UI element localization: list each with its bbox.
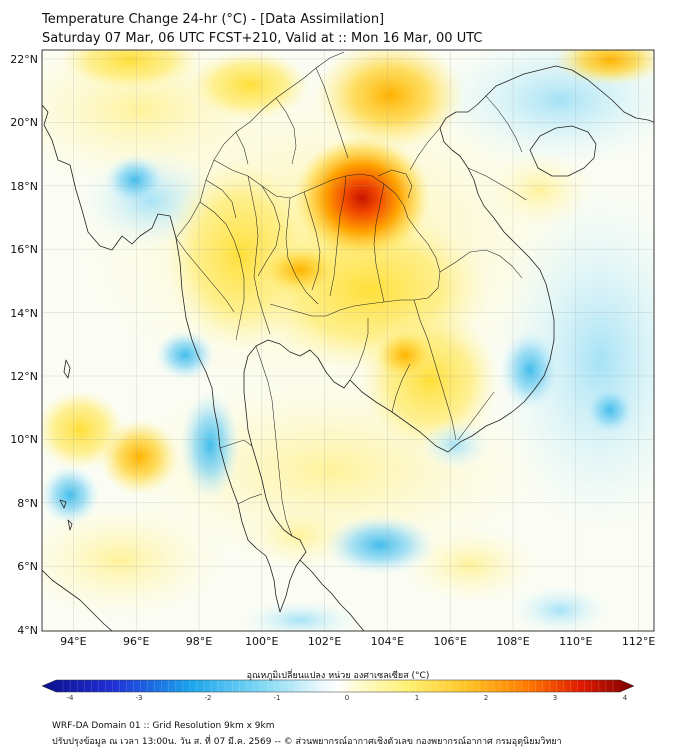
map-frame: [41, 49, 655, 632]
lon-label: 106°E: [433, 635, 466, 648]
lon-label: 112°E: [622, 635, 655, 648]
colorbar: -4 -3 -2 -1 0 1 2 3 4: [41, 679, 635, 702]
lat-label: 14°N: [10, 307, 38, 320]
longitude-axis: 94°E 96°E 98°E 100°E 102°E 104°E 106°E 1…: [60, 635, 655, 648]
temperature-field: [42, 50, 654, 631]
update-credit: ปรับปรุงข้อมูล ณ เวลา 13:00น. วัน ส. ที่…: [52, 737, 562, 747]
lon-label: 94°E: [60, 635, 86, 648]
lon-label: 110°E: [559, 635, 592, 648]
colorbar-tick: 0: [345, 694, 349, 702]
lat-label: 10°N: [10, 433, 38, 446]
colorbar-tick: -4: [67, 694, 75, 702]
lat-label: 6°N: [17, 560, 38, 573]
province-borders: [175, 51, 527, 537]
lon-label: 104°E: [371, 635, 404, 648]
colorbar-tick: 2: [484, 694, 488, 702]
colorbar-tick: 4: [623, 694, 628, 702]
model-info: WRF-DA Domain 01 :: Grid Resolution 9km …: [52, 721, 275, 731]
map-subtitle: Saturday 07 Mar, 06 UTC FCST+210, Valid …: [42, 31, 483, 46]
colorbar-tick: 3: [553, 694, 557, 702]
lat-label: 16°N: [10, 243, 38, 256]
graticule: [42, 50, 654, 631]
lon-label: 96°E: [123, 635, 149, 648]
lon-label: 108°E: [496, 635, 529, 648]
lon-label: 100°E: [245, 635, 278, 648]
map-title: Temperature Change 24-hr (°C) - [Data As…: [42, 12, 385, 27]
lon-label: 98°E: [186, 635, 212, 648]
colorbar-tick: 1: [415, 694, 419, 702]
lat-label: 8°N: [17, 497, 38, 510]
lat-label: 12°N: [10, 370, 38, 383]
lat-label: 18°N: [10, 180, 38, 193]
lat-label: 22°N: [10, 53, 38, 66]
colorbar-tick: -1: [274, 694, 281, 702]
lat-label: 20°N: [10, 116, 38, 129]
colorbar-tick: -3: [136, 694, 143, 702]
lat-label: 4°N: [17, 624, 38, 637]
latitude-axis: 22°N 20°N 18°N 16°N 14°N 12°N 10°N 8°N 6…: [10, 53, 38, 637]
colorbar-title: อุณหภูมิเปลี่ยนแปลง หน่วย องศาเซลเซียส (…: [246, 671, 430, 681]
colorbar-scale: [41, 679, 635, 693]
coastlines: [42, 65, 654, 631]
colorbar-tick: -2: [205, 694, 212, 702]
lon-label: 102°E: [308, 635, 341, 648]
